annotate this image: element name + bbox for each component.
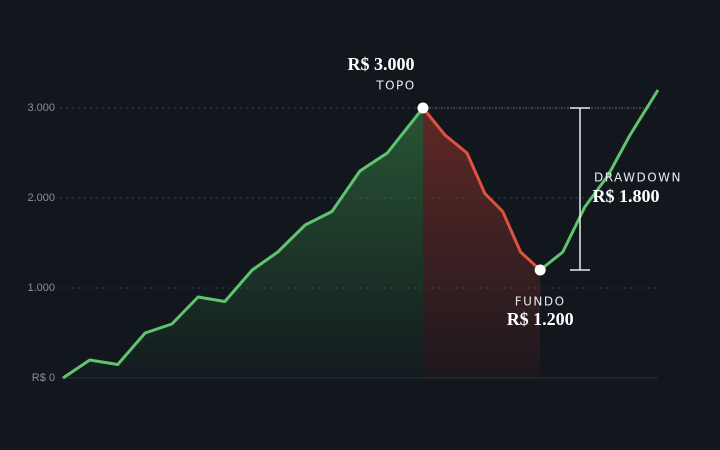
- y-tick-label: R$ 0: [32, 372, 55, 384]
- trough-value: R$ 1.200: [507, 309, 574, 329]
- peak-label: TOPO: [375, 79, 415, 93]
- peak-marker: [417, 102, 429, 114]
- y-tick-label: 1.000: [27, 282, 55, 294]
- trough-label: FUNDO: [515, 295, 566, 309]
- peak-value: R$ 3.000: [347, 54, 414, 74]
- drawdown-label: DRAWDOWN: [594, 171, 682, 185]
- trough-marker: [534, 264, 546, 276]
- y-tick-label: 3.000: [27, 102, 55, 114]
- area: [63, 108, 423, 378]
- line: [421, 107, 542, 272]
- drawdown-value: R$ 1.800: [593, 186, 660, 206]
- y-tick-label: 2.000: [27, 192, 55, 204]
- area: [422, 108, 541, 378]
- line: [62, 89, 660, 380]
